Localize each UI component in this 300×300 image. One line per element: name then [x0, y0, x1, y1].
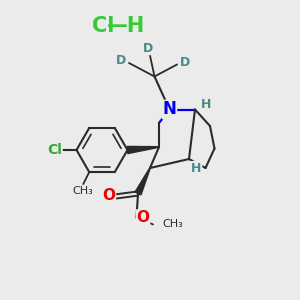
Text: —H: —H [107, 16, 145, 35]
Text: CH₃: CH₃ [73, 186, 94, 196]
Polygon shape [127, 146, 159, 154]
Text: O: O [136, 210, 150, 225]
Text: Cl: Cl [92, 16, 115, 35]
Polygon shape [135, 168, 150, 195]
Text: O: O [102, 188, 116, 203]
Text: CH₃: CH₃ [162, 219, 183, 230]
Text: H: H [201, 98, 212, 111]
Text: D: D [116, 54, 126, 67]
Text: Cl: Cl [47, 143, 62, 157]
Text: N: N [163, 100, 176, 118]
Text: H: H [191, 161, 202, 175]
Text: D: D [143, 41, 154, 55]
Text: D: D [180, 56, 190, 69]
